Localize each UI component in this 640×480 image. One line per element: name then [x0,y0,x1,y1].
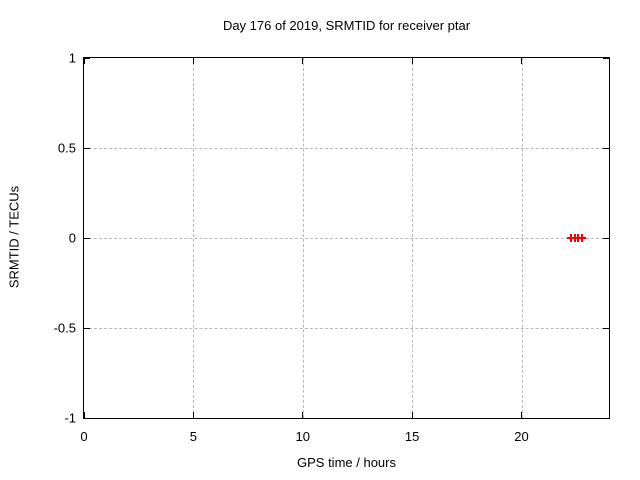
x-tick-top [192,58,194,64]
x-tick-label: 15 [404,429,420,444]
y-tick-label: -1 [64,410,76,426]
plot-area: 0 5 10 15 20 1 0.5 0 -0.5 -1 [54,51,610,444]
y-tick-right [603,417,609,419]
y-tick-label: -0.5 [53,320,76,336]
y-tick-right [603,57,609,59]
x-tick-top [302,58,304,64]
x-tick-top [521,58,522,64]
chart-title: Day 176 of 2019, SRMTID for receiver pta… [222,18,471,33]
x-tick-label: 5 [189,429,197,444]
y-axis-label: SRMTID / TECUs [6,185,22,289]
x-tick-bottom [192,412,194,418]
x-axis-label: GPS time / hours [297,455,396,470]
y-tick-label: 0.5 [57,140,76,156]
gridline-horizontal [84,328,609,329]
y-tick-left [84,327,90,329]
y-tick-label: 1 [68,50,76,66]
y-tick-left [84,237,90,239]
x-tick-bottom [83,412,85,418]
x-tick-label: 10 [295,429,310,444]
x-tick-top [411,58,413,64]
gridline-horizontal [84,238,609,239]
y-tick-right [603,237,609,239]
y-tick-left [84,147,90,149]
x-tick-bottom [521,412,522,418]
x-tick-top [83,58,85,64]
gridline-horizontal [84,148,609,149]
x-tick-label: 0 [80,429,88,444]
y-tick-label: 0 [68,230,76,246]
data-point-marker [577,237,586,239]
x-tick-bottom [302,412,304,418]
y-tick-left [84,417,90,419]
y-tick-left [84,57,90,59]
y-tick-right [603,327,609,329]
x-tick-label: 20 [514,429,529,444]
x-tick-bottom [411,412,413,418]
y-tick-right [603,147,609,149]
